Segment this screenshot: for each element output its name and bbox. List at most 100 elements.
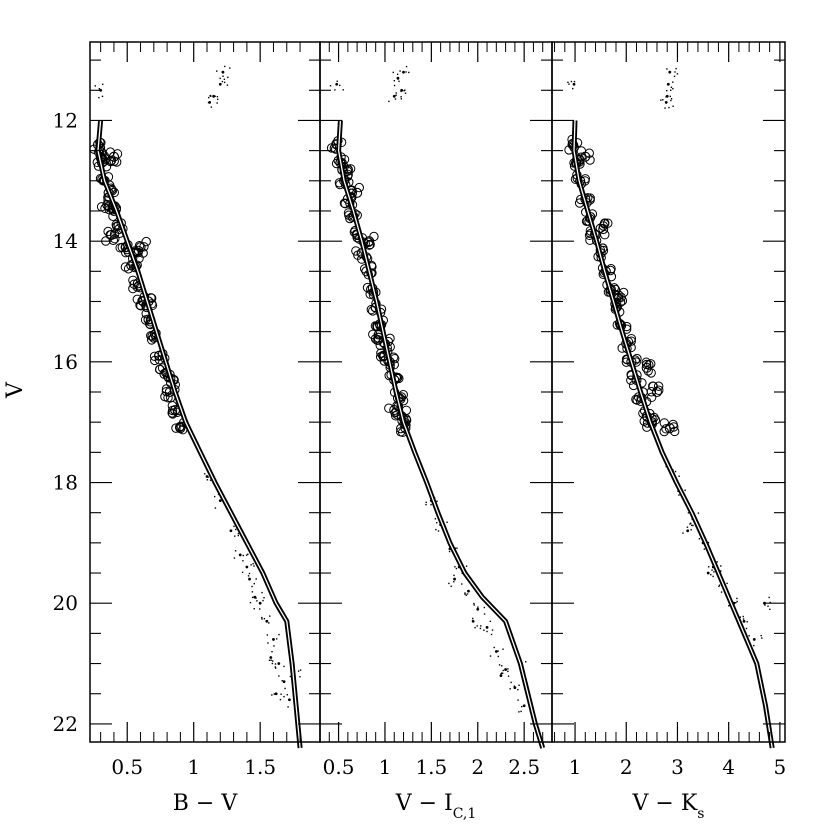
field-star-speck <box>493 646 495 649</box>
field-star-speck <box>666 68 668 70</box>
field-star-speck <box>226 84 229 86</box>
field-star-speck <box>726 582 728 585</box>
member-star-marker <box>155 364 165 375</box>
panel-v-k: 1 2 3 4 5 V − Ks <box>551 41 787 822</box>
field-star-speck <box>396 73 399 76</box>
field-star-speck <box>255 578 257 580</box>
field-star-speck <box>229 67 231 69</box>
field-star-speck <box>261 616 263 619</box>
field-star-point <box>277 662 281 665</box>
field-star-speck <box>665 96 667 98</box>
field-star-speck <box>454 547 457 549</box>
field-star-speck <box>227 76 229 79</box>
x-tick-label: 1.5 <box>244 755 276 779</box>
field-star-speck <box>94 85 97 87</box>
field-star-speck <box>769 608 771 611</box>
field-star-speck <box>425 501 427 504</box>
panel-v-i-tick-labels: 0.5 1 1.5 2 2.5 <box>323 755 540 779</box>
field-star-point <box>513 686 517 690</box>
field-star-speck <box>262 599 264 602</box>
field-star-speck <box>698 538 701 540</box>
field-star-speck <box>430 503 432 506</box>
field-star-speck <box>716 561 718 563</box>
member-star-marker <box>603 218 613 228</box>
member-star-marker <box>365 239 375 250</box>
panel-v-k-data <box>564 67 775 749</box>
field-star-speck <box>678 494 680 496</box>
field-star-speck <box>742 615 744 618</box>
x-tick-label: 1 <box>569 755 582 779</box>
field-star-speck <box>476 625 478 627</box>
field-star-speck <box>689 522 692 525</box>
member-star-marker <box>163 393 173 403</box>
field-star-point <box>288 698 291 702</box>
field-star-speck <box>718 585 720 588</box>
field-star-speck <box>329 85 332 87</box>
field-star-speck <box>525 661 527 663</box>
field-star-speck <box>425 503 427 506</box>
x-tick-label: 5 <box>774 755 787 779</box>
member-star-marker <box>653 381 664 391</box>
field-star-speck <box>400 98 403 100</box>
field-star-speck <box>486 630 488 633</box>
field-star-speck <box>251 585 253 588</box>
field-star-speck <box>474 627 476 629</box>
member-star-marker <box>128 275 138 285</box>
member-star-marker <box>369 231 379 242</box>
member-star-marker <box>150 355 160 366</box>
x-axis-title-main: B − V <box>173 791 239 816</box>
y-tick-label: 16 <box>53 350 78 374</box>
field-star-speck <box>261 591 263 594</box>
member-star-marker <box>659 426 669 437</box>
field-star-speck <box>674 470 677 473</box>
field-star-speck <box>707 541 710 544</box>
field-star-speck <box>405 65 408 68</box>
field-star-speck <box>446 521 448 523</box>
panel-v-k-x-axis-title: V − Ks <box>632 791 705 822</box>
field-star-speck <box>397 78 399 80</box>
field-star-speck <box>491 629 494 631</box>
x-tick-label: 1 <box>379 755 392 779</box>
field-star-point <box>664 100 668 104</box>
field-star-speck <box>405 71 407 73</box>
field-star-speck <box>465 565 468 567</box>
member-star-marker <box>140 315 151 325</box>
field-star-speck <box>672 81 674 83</box>
field-star-speck <box>739 616 742 618</box>
member-star-marker <box>351 246 361 256</box>
field-star-speck <box>286 694 289 696</box>
member-star-marker <box>641 357 651 367</box>
field-star-speck <box>568 83 570 85</box>
field-star-speck <box>746 621 748 623</box>
field-star-speck <box>287 706 289 708</box>
field-star-speck <box>278 633 280 636</box>
field-star-speck <box>690 524 693 527</box>
field-star-speck <box>251 596 254 599</box>
field-star-speck <box>270 656 273 659</box>
field-star-speck <box>270 659 272 661</box>
panel-v-i: 0.5 1 1.5 2 2.5 V − IC,1 <box>319 41 553 822</box>
field-star-speck <box>224 65 226 68</box>
member-star-marker <box>105 156 116 167</box>
field-star-speck <box>437 530 440 532</box>
field-star-speck <box>728 605 730 607</box>
field-star-speck <box>274 666 276 668</box>
field-star-speck <box>456 547 458 549</box>
member-star-marker <box>141 236 151 247</box>
field-star-speck <box>507 670 509 673</box>
field-star-speck <box>510 681 512 684</box>
member-star-marker <box>668 419 678 430</box>
field-star-speck <box>242 554 244 557</box>
field-star-speck <box>434 518 437 520</box>
field-star-speck <box>258 608 261 610</box>
field-star-speck <box>464 592 466 594</box>
field-star-speck <box>208 96 210 99</box>
panel-v-i-x-axis-title: V − IC,1 <box>395 791 477 822</box>
field-star-speck <box>664 107 666 109</box>
field-star-speck <box>473 604 475 606</box>
field-star-speck <box>502 648 504 650</box>
field-star-speck <box>339 84 341 87</box>
field-star-speck <box>662 99 664 101</box>
x-tick-label: 0.5 <box>323 755 355 779</box>
